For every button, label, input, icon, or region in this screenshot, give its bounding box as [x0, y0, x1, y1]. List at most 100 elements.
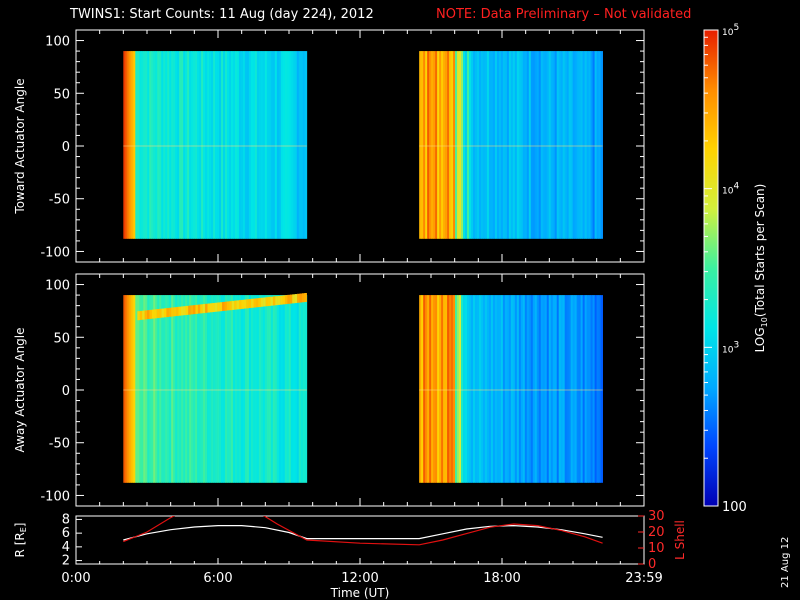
heatmap-column [566, 51, 570, 239]
heatmap-column [550, 295, 554, 483]
heatmap-column [532, 51, 536, 239]
heatmap-column [574, 51, 578, 239]
heatmap-column [205, 295, 208, 483]
heatmap-column [488, 295, 492, 483]
heatmap-column [421, 51, 424, 239]
heatmap-column [123, 295, 126, 483]
heatmap-column [151, 51, 154, 239]
heatmap-column [280, 51, 284, 239]
heatmap-column [437, 295, 440, 483]
heatmap-column [492, 51, 496, 239]
heatmap-band-cell [156, 309, 160, 319]
heatmap-band-cell [260, 297, 264, 307]
heatmap-column [469, 295, 472, 483]
heatmap-column [544, 51, 548, 239]
heatmap-column [421, 295, 424, 483]
heatmap-band-cell [238, 300, 242, 310]
heatmap-band-cell [255, 298, 259, 308]
heatmap-column [560, 295, 564, 483]
heatmap-column [127, 51, 130, 239]
toward-heatmap [123, 51, 603, 239]
heatmap-column [486, 295, 490, 483]
heatmap-column [207, 295, 210, 483]
heatmap-column [276, 295, 280, 483]
heatmap-column [264, 295, 268, 483]
heatmap-column [304, 295, 308, 483]
heatmap-band-cell [200, 304, 203, 314]
colorbar: 100 103 104 105 LOG10(Total Starts per Scan… [703, 23, 769, 515]
heatmap-column [467, 295, 470, 483]
heatmap-column [534, 295, 538, 483]
heatmap-column [209, 51, 212, 239]
heatmap-column [157, 51, 160, 239]
heatmap-column [510, 295, 514, 483]
heatmap-band-cell [171, 307, 174, 317]
heatmap-column [486, 51, 490, 239]
heatmap-column [149, 295, 152, 483]
heatmap-column [163, 295, 166, 483]
heatmap-column [185, 295, 188, 483]
heatmap-column [225, 51, 228, 239]
heatmap-column [484, 51, 488, 239]
heatmap-column [153, 51, 156, 239]
orbit-left-tick-label: 2 [62, 554, 70, 569]
heatmap-band-cell [253, 298, 257, 308]
heatmap-band-cell [173, 307, 177, 317]
heatmap-column [526, 295, 530, 483]
heatmap-column [229, 51, 232, 239]
heatmap-column [229, 295, 232, 483]
heatmap-band-cell [236, 300, 240, 310]
heatmap-column [582, 51, 586, 239]
heatmap-column [463, 51, 466, 239]
heatmap-column [423, 295, 426, 483]
heatmap-band-cell [205, 303, 208, 313]
heatmap-column [488, 51, 492, 239]
heatmap-column [248, 295, 252, 483]
heatmap-column [167, 295, 170, 483]
heatmap-column [125, 51, 128, 239]
colorbar-label: LOG10(Total Starts per Scan) [753, 184, 769, 353]
heatmap-column [266, 295, 270, 483]
heatmap-column [155, 51, 158, 239]
date-stamp: 21 Aug 12 [780, 537, 791, 588]
heatmap-column [524, 51, 528, 239]
heatmap-column [298, 295, 302, 483]
heatmap-column [518, 295, 522, 483]
heatmap-column [211, 295, 214, 483]
heatmap-column [568, 295, 572, 483]
orbit-left-tick-label: 4 [62, 540, 70, 555]
heatmap-column [556, 51, 560, 239]
heatmap-column [141, 295, 144, 483]
heatmap-column [598, 51, 601, 239]
heatmap-column [478, 295, 482, 483]
heatmap-column [296, 51, 300, 239]
heatmap-column [546, 51, 550, 239]
heatmap-column [544, 295, 548, 483]
heatmap-column [207, 51, 210, 239]
heatmap-column [453, 51, 456, 239]
y-tick-label: 100 [45, 279, 70, 294]
heatmap-band-cell [219, 302, 223, 312]
heatmap-band-cell [185, 305, 189, 315]
heatmap-column [236, 51, 240, 239]
heatmap-column [542, 295, 546, 483]
heatmap-band-cell [183, 306, 186, 316]
heatmap-column [203, 295, 206, 483]
heatmap-column [248, 51, 252, 239]
heatmap-column [473, 295, 476, 483]
heatmap-column [302, 51, 306, 239]
orbit-ylabel-left: R [RE] [13, 523, 28, 558]
heatmap-column [242, 295, 246, 483]
heatmap-band-cell [151, 309, 155, 319]
heatmap-column [284, 51, 288, 239]
heatmap-column [502, 295, 506, 483]
heatmap-column [177, 51, 180, 239]
heatmap-column [300, 51, 304, 239]
heatmap-column [457, 51, 460, 239]
heatmap-band-cell [292, 294, 295, 304]
heatmap-column [457, 295, 460, 483]
heatmap-column [443, 295, 446, 483]
heatmap-column [518, 51, 522, 239]
heatmap-column [137, 51, 140, 239]
heatmap-column [576, 295, 580, 483]
